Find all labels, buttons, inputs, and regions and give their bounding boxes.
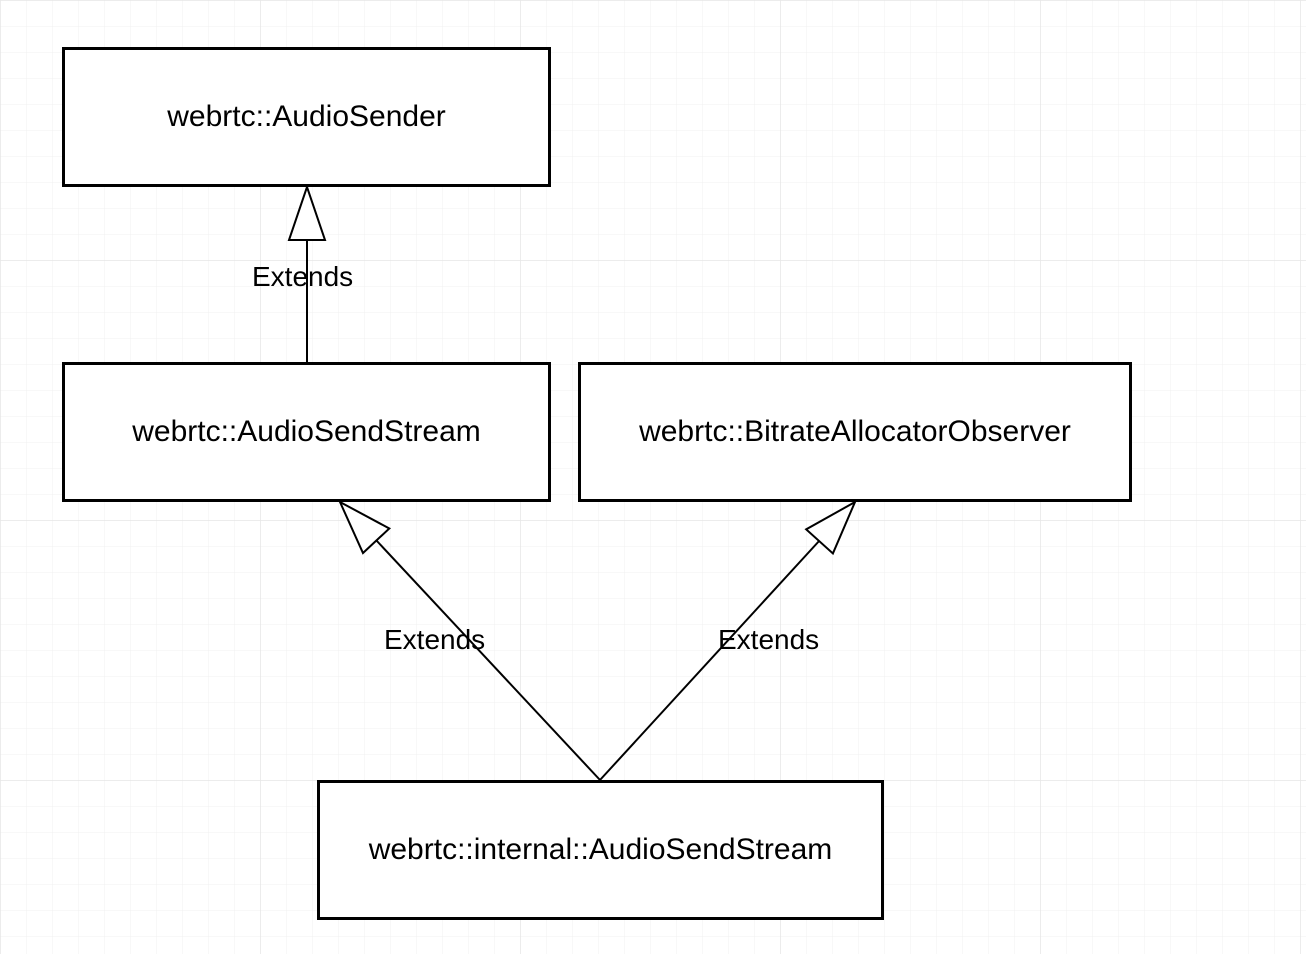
node-bitrate-allocator-observer: webrtc::BitrateAllocatorObserver <box>578 362 1132 502</box>
edge-label-extends-1: Extends <box>252 261 353 293</box>
node-label: webrtc::BitrateAllocatorObserver <box>639 415 1071 449</box>
node-internal-audio-send-stream: webrtc::internal::AudioSendStream <box>317 780 884 920</box>
edge-label-extends-2: Extends <box>384 624 485 656</box>
edge-label-extends-3: Extends <box>718 624 819 656</box>
node-label: webrtc::AudioSender <box>167 100 446 134</box>
node-audio-send-stream: webrtc::AudioSendStream <box>62 362 551 502</box>
node-audio-sender: webrtc::AudioSender <box>62 47 551 187</box>
node-label: webrtc::AudioSendStream <box>132 415 481 449</box>
node-label: webrtc::internal::AudioSendStream <box>369 833 833 867</box>
